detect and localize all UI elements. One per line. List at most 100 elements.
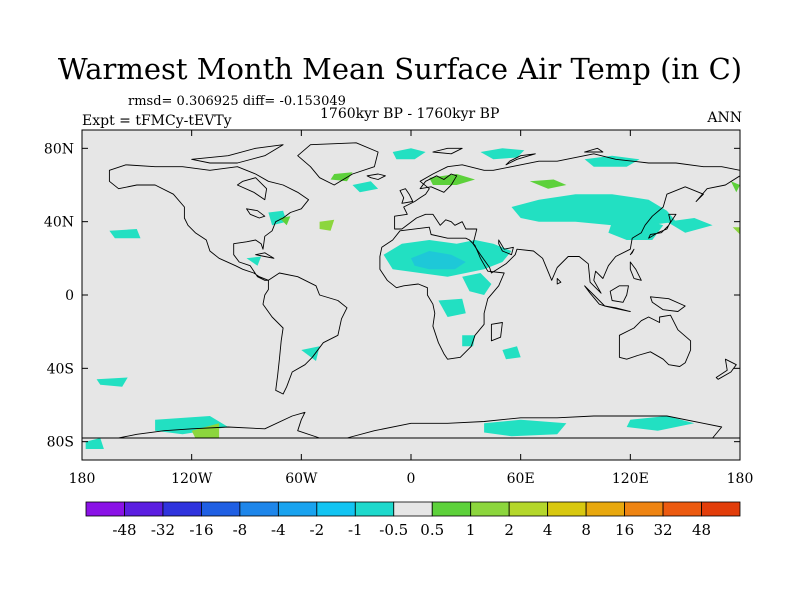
coastline-borneo [609,285,629,303]
anomaly-region-alaska [730,181,740,193]
coastline-new-guinea [649,296,686,312]
experiment-label: Expt = tFMCy-tEVTy [82,113,232,129]
anomaly-region-central-asia [511,194,676,226]
anomaly-region-west-pacific [732,227,740,235]
coastline-antarctica [82,411,740,439]
colorbar-label: 16 [615,521,634,539]
coastline-madagascar [490,322,503,342]
coastline-indonesia-b [604,305,631,312]
coastline-new-zealand [715,358,737,380]
coastline-uk [399,188,414,204]
anomaly-region-atlantic-mid [319,219,335,231]
lon-tick-label: 120E [612,471,649,487]
colorbar-swatch [547,501,587,517]
coastline-sri-lanka [556,278,562,285]
colorbar-label: -1 [348,521,363,539]
lon-tick-label: 120W [171,471,213,487]
lat-tick-label: 0 [65,288,74,304]
coastline-japan [648,213,677,239]
coastline-australia [618,314,692,367]
colorbar-label: 0.5 [420,521,444,539]
colorbar-label: -8 [233,521,248,539]
colorbar-swatch [470,501,510,517]
lon-tick-label: 180 [69,471,96,487]
colorbar-label: 8 [581,521,591,539]
anomaly-region-patagonia-sea [301,346,320,361]
colorbar-label: 2 [504,521,514,539]
coastline-eurasia [394,153,740,294]
coastline-arctic-islands [191,144,284,164]
anomaly-region-gulf-mexico [246,256,262,266]
colorbar-label: 1 [466,521,476,539]
coastline-great-lakes [246,208,266,219]
colorbar-label: -4 [271,521,286,539]
stats-label: rmsd= 0.306925 diff= -0.153049 [128,94,346,109]
colorbar-swatch [316,501,356,517]
colorbar-swatch [431,501,472,517]
lon-tick-label: 60E [507,471,535,487]
anomaly-region-central-africa [438,298,466,317]
colorbar-label: -2 [310,521,325,539]
period-label: 1760kyr BP - 1760kyr BP [320,106,500,122]
colorbar-swatch [162,501,202,517]
colorbar-swatch [624,501,664,517]
coastline-cuba [255,252,275,259]
map-title: Warmest Month Mean Surface Air Temp (in … [57,52,743,86]
coastline-greenland [297,142,379,186]
anomaly-region-pacific-north [666,218,713,233]
anomaly-region-antarctic-pen [191,423,220,438]
coastline-indonesia-a [584,285,606,307]
coastline-arabian-gulf [498,239,514,256]
anomaly-region-east-asia [608,218,664,240]
lat-tick-label: 80N [44,141,74,157]
anomaly-region-south-atlantic-ice [85,438,104,449]
colorbar-swatch [508,501,549,517]
coastline-svalbard [432,147,463,155]
season-label: ANN [707,110,742,126]
lat-tick-label: 40N [44,215,74,231]
anomaly-region-north-atlantic-a [352,181,379,193]
colorbar-swatch [354,501,395,517]
colorbar-swatch [239,501,279,517]
lat-tick-label: 80S [47,435,74,451]
anomaly-region-south-indian [502,346,521,360]
lon-tick-label: 180 [727,471,754,487]
lon-tick-label: 60W [285,471,318,487]
anomaly-region-weddell-east [484,419,567,437]
colorbar-label: 4 [543,521,553,539]
colorbar-swatch [585,501,625,517]
colorbar-label: 48 [692,521,711,539]
anomaly-region-siberia-north [584,155,640,167]
colorbar-swatch [277,501,318,517]
coastline-africa [379,226,505,360]
anomaly-region-arctic-atlantic [392,148,426,160]
anomaly-region-barents-kara [480,148,525,160]
colorbar-swatch [85,501,125,517]
coastline-severnaya [584,147,604,153]
lat-tick-label: 40S [47,361,74,377]
lon-tick-label: 0 [407,471,416,487]
colorbar-swatch [701,501,741,517]
anomaly-region-pacific-east [109,229,141,239]
colorbar-swatch [393,501,433,517]
anomaly-region-south-pacific [96,377,128,387]
colorbar-label: -16 [189,521,213,539]
coastline-philippines [629,261,642,281]
colorbar-swatch [201,501,241,517]
colorbar-swatch [662,501,702,517]
anomaly-region-east-antarctica [626,416,695,431]
anomaly-region-russia-west [529,179,567,189]
colorbar-label: -32 [151,521,175,539]
anomaly-region-sahel-core [411,251,466,270]
colorbar-label: 32 [654,521,673,539]
coastline-north-america [108,164,310,281]
coastline-novaya-zemlya [505,153,536,166]
coastline-taiwan [629,248,635,256]
coastline-iceland [366,173,386,180]
anomaly-region-us-east [268,210,287,226]
map-background [82,130,740,460]
anomaly-region-east-africa [462,273,492,295]
coastline-south-america [262,272,348,395]
anomaly-region-labrador [330,172,353,182]
